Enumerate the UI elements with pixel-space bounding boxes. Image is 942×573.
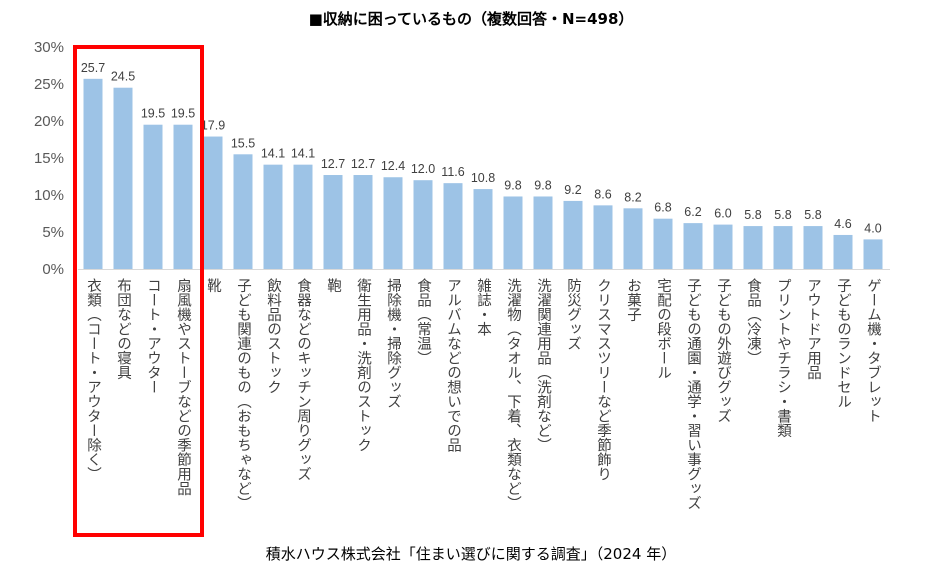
data-label: 6.2 <box>684 205 701 219</box>
bar <box>113 87 133 269</box>
bar <box>773 226 793 269</box>
y-tick-label: 0% <box>42 261 64 278</box>
x-tick-label: 洗濯関連用品（洗剤など） <box>535 278 551 452</box>
data-label: 8.2 <box>624 190 641 204</box>
x-tick-label: 宅配の段ボール <box>655 278 671 380</box>
data-label: 12.7 <box>321 157 345 171</box>
data-label: 9.8 <box>534 178 551 192</box>
bar <box>413 180 433 269</box>
data-label: 19.5 <box>141 107 165 121</box>
x-tick-label: 食器などのキッチン周りグッズ <box>295 278 311 481</box>
x-tick-label: ゲーム機・タブレット <box>865 278 881 423</box>
y-tick-label: 20% <box>34 113 64 130</box>
data-label: 17.9 <box>201 119 225 133</box>
bar <box>173 124 193 269</box>
x-tick-label: 食品（常温） <box>415 278 431 365</box>
x-tick-label: 衛生用品・洗剤のストック <box>355 278 371 452</box>
x-tick-label: 子ども関連のもの（おもちゃなど） <box>235 278 251 510</box>
x-tick-label: アルバムなどの想いでの品 <box>445 278 461 452</box>
data-label: 9.2 <box>564 183 581 197</box>
data-label: 5.8 <box>774 208 791 222</box>
data-label: 9.8 <box>504 178 521 192</box>
data-label: 4.0 <box>864 221 881 235</box>
x-tick-label: 扇風機やストーブなどの季節用品 <box>175 278 191 496</box>
chart-title: ■収納に困っているもの（複数回答・N=498） <box>308 10 634 28</box>
bar <box>803 226 823 269</box>
x-tick-label: 防災グッズ <box>565 278 581 351</box>
data-label: 5.8 <box>804 208 821 222</box>
x-tick-label: コート・アウター <box>145 278 161 394</box>
bar <box>293 164 313 269</box>
x-tick-label: 布団などの寝具 <box>115 278 131 380</box>
data-label: 10.8 <box>471 171 495 185</box>
data-label: 6.8 <box>654 201 671 215</box>
data-label: 8.6 <box>594 187 611 201</box>
bar <box>833 234 853 269</box>
x-tick-label: プリントやチラシ・書類 <box>775 278 791 438</box>
x-tick-label: 雑誌・本 <box>475 278 491 336</box>
x-tick-label: 鞄 <box>325 278 341 293</box>
data-label: 11.6 <box>441 165 464 179</box>
data-label: 14.1 <box>291 147 315 161</box>
x-tick-label: お菓子 <box>625 278 641 322</box>
bar <box>503 196 523 269</box>
bar <box>623 208 643 269</box>
x-tick-label: 衣類（コート・アウター除く） <box>85 278 101 481</box>
x-tick-label: アウトドア用品 <box>805 278 821 380</box>
y-tick-label: 10% <box>34 187 64 204</box>
bar <box>713 224 733 269</box>
bar <box>233 154 253 269</box>
y-tick-label: 25% <box>34 76 64 93</box>
x-tick-label: 子どものランドセル <box>835 278 851 409</box>
data-label: 5.8 <box>744 208 761 222</box>
x-tick-label: 子どもの外遊びグッズ <box>715 278 731 423</box>
x-tick-label: クリスマスツリーなど季節飾り <box>595 278 611 481</box>
bar <box>323 175 343 269</box>
x-tick-label: 掃除機・掃除グッズ <box>385 278 401 409</box>
y-tick-label: 5% <box>42 224 64 241</box>
data-label: 14.1 <box>261 147 285 161</box>
bar <box>263 164 283 269</box>
bar <box>353 175 373 269</box>
x-tick-label: 子どもの通園・通学・習い事グッズ <box>685 278 701 510</box>
bar <box>473 189 493 269</box>
data-label: 19.5 <box>171 107 195 121</box>
bar <box>443 183 463 269</box>
bar <box>683 223 703 269</box>
bar <box>743 226 763 269</box>
data-label: 24.5 <box>111 70 135 84</box>
data-label: 4.6 <box>834 217 851 231</box>
x-tick-label: 飲料品のストック <box>265 278 281 394</box>
bar <box>593 205 613 269</box>
highlight-box <box>73 45 204 537</box>
y-tick-label: 15% <box>34 150 64 167</box>
bar <box>83 78 103 269</box>
bar <box>383 177 403 269</box>
bar <box>533 196 553 269</box>
y-tick-label: 30% <box>34 39 64 56</box>
data-label: 12.7 <box>351 157 375 171</box>
bar <box>653 218 673 269</box>
bar <box>143 124 163 269</box>
source-note: 積水ハウス株式会社「住まい選びに関する調査」（2024 年） <box>265 545 677 563</box>
data-label: 12.0 <box>411 162 435 176</box>
bar <box>863 239 883 269</box>
data-label: 6.0 <box>714 207 731 221</box>
bar <box>203 136 223 269</box>
data-label: 15.5 <box>231 136 255 150</box>
data-label: 25.7 <box>81 61 105 75</box>
x-tick-label: 靴 <box>205 278 221 293</box>
bar <box>563 200 583 269</box>
x-tick-label: 食品（冷凍） <box>745 278 761 365</box>
x-tick-label: 洗濯物（タオル、下着、衣類など） <box>505 278 521 510</box>
data-label: 12.4 <box>381 159 405 173</box>
